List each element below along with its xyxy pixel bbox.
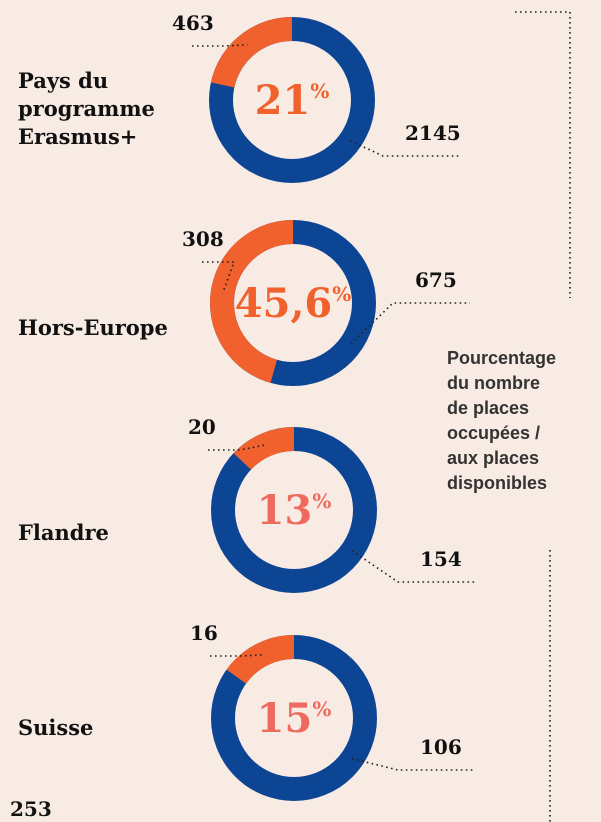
leader-line xyxy=(351,550,475,583)
caption: aux places xyxy=(447,448,539,468)
available-value: 106 xyxy=(420,735,462,759)
percent-unit: % xyxy=(312,489,331,513)
percent-label: 45,6% xyxy=(235,280,351,327)
leader-line xyxy=(210,654,262,657)
group-label: Pays du xyxy=(18,68,108,93)
percent-unit: % xyxy=(310,79,329,103)
occupied-arc xyxy=(226,635,295,685)
caption: de places xyxy=(447,398,529,418)
percent-unit: % xyxy=(312,697,331,721)
percent-number: 13 xyxy=(257,487,313,534)
caption: occupées / xyxy=(447,423,540,443)
leader-line xyxy=(202,261,236,294)
group-label: programme xyxy=(18,96,155,121)
percent-unit: % xyxy=(332,282,351,306)
caption: du nombre xyxy=(447,373,540,393)
group-label: Hors-Europe xyxy=(18,315,168,340)
percent-label: 13% xyxy=(257,487,332,534)
leader-line xyxy=(351,757,475,771)
percent-number: 15 xyxy=(257,695,313,742)
percent-label: 15% xyxy=(257,695,332,742)
occupied-value: 16 xyxy=(190,621,218,645)
group-label: Erasmus+ xyxy=(18,124,137,149)
leader-line xyxy=(349,139,460,157)
caption: Pourcentage xyxy=(447,348,556,368)
percent-label: 21% xyxy=(255,77,330,124)
available-value: 154 xyxy=(420,547,462,571)
occupied-value: 308 xyxy=(182,227,224,251)
percent-number: 45,6 xyxy=(235,280,332,327)
leader-line xyxy=(515,11,571,298)
occupied-value: 463 xyxy=(172,11,214,35)
available-value: 675 xyxy=(415,268,457,292)
available-value: 2145 xyxy=(405,121,461,145)
caption: disponibles xyxy=(447,473,547,493)
occupied-arc xyxy=(233,427,295,470)
footer-number: 253 xyxy=(10,797,52,821)
leader-line xyxy=(208,444,266,451)
leader-line xyxy=(192,43,248,47)
occupied-value: 20 xyxy=(188,415,216,439)
percent-number: 21 xyxy=(255,77,311,124)
group-label: Suisse xyxy=(18,715,93,740)
group-label: Flandre xyxy=(18,520,109,545)
